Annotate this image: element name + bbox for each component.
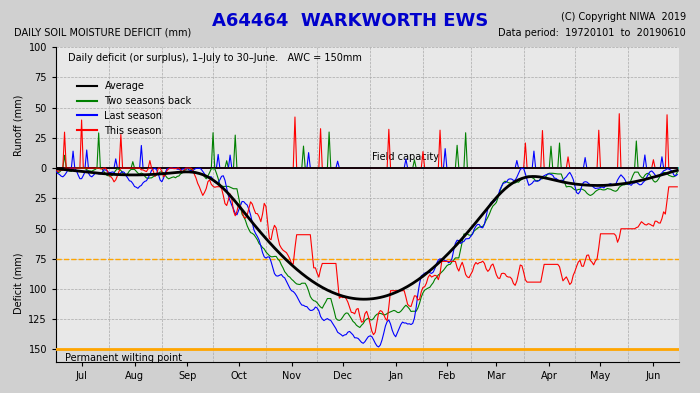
- Text: Data period:  19720101  to  20190610: Data period: 19720101 to 20190610: [498, 28, 686, 37]
- Text: A64464  WARKWORTH EWS: A64464 WARKWORTH EWS: [212, 12, 488, 30]
- Text: Permanent wilting point: Permanent wilting point: [64, 353, 182, 363]
- Legend: Average, Two seasons back, Last season, This season: Average, Two seasons back, Last season, …: [74, 77, 195, 140]
- Text: Deficit (mm): Deficit (mm): [13, 252, 24, 314]
- Text: Field capacity: Field capacity: [372, 152, 439, 162]
- Bar: [56, 349, 679, 362]
- Text: Daily deficit (or surplus), 1–July to 30–June.   AWC = 150mm: Daily deficit (or surplus), 1–July to 30…: [69, 53, 363, 63]
- Text: DAILY SOIL MOISTURE DEFICIT (mm): DAILY SOIL MOISTURE DEFICIT (mm): [14, 28, 191, 37]
- Text: Runoff (mm): Runoff (mm): [13, 95, 24, 156]
- Text: (C) Copyright NIWA  2019: (C) Copyright NIWA 2019: [561, 12, 686, 22]
